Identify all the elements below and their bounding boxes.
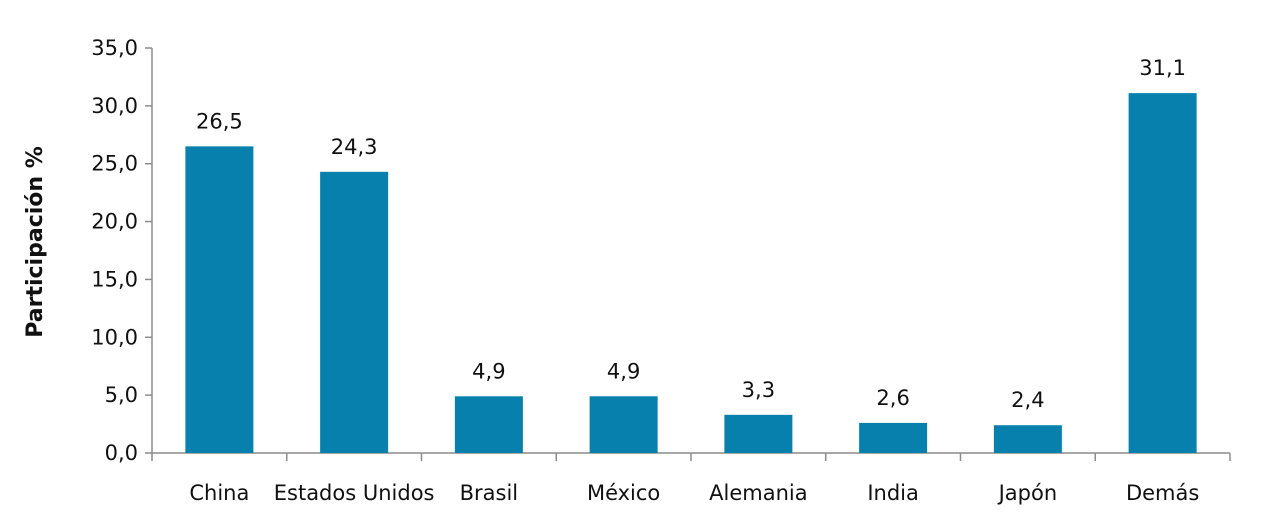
data-label: 26,5 — [196, 109, 243, 133]
y-tick-label: 20,0 — [91, 210, 138, 234]
x-tick-label: Estados Unidos — [274, 481, 435, 505]
labels: 26,5 China 24,3 Estados Unidos 4,9 Brasil 4,9 M… — [189, 56, 1199, 505]
x-tick-label: India — [867, 481, 919, 505]
data-label: 24,3 — [331, 135, 378, 159]
bar — [589, 396, 658, 453]
y-tick-label: 30,0 — [91, 94, 138, 118]
bars — [185, 93, 1197, 454]
data-label: 4,9 — [607, 359, 640, 383]
data-label: 2,6 — [876, 386, 909, 410]
data-label: 3,3 — [742, 378, 775, 402]
x-tick-label: Alemania — [709, 481, 807, 505]
y-tick-label: 10,0 — [91, 325, 138, 349]
x-tick-label: Japón — [997, 481, 1058, 505]
bar — [454, 396, 523, 453]
y-tick-label: 25,0 — [91, 152, 138, 176]
bar — [1128, 93, 1197, 453]
x-tick-label: México — [587, 481, 660, 505]
bar — [724, 414, 793, 453]
bar — [185, 146, 254, 453]
y-tick-label: 35,0 — [91, 36, 138, 60]
y-tick-label: 5,0 — [105, 383, 138, 407]
y-axis-label: Participación % — [23, 146, 48, 338]
bar — [320, 171, 389, 454]
axes: 0,0 5,0 10,0 15,0 20,0 25,0 30,0 35,0 — [91, 36, 1231, 465]
data-label: 2,4 — [1011, 388, 1044, 412]
bar — [993, 425, 1062, 453]
bar — [859, 422, 928, 453]
y-tick-label: 0,0 — [105, 441, 138, 465]
y-tick-label: 15,0 — [91, 267, 138, 291]
x-tick-label: Brasil — [460, 481, 519, 505]
data-label: 4,9 — [472, 359, 505, 383]
x-tick-label: China — [189, 481, 249, 505]
data-label: 31,1 — [1139, 56, 1186, 80]
x-tick-label: Demás — [1126, 481, 1199, 505]
